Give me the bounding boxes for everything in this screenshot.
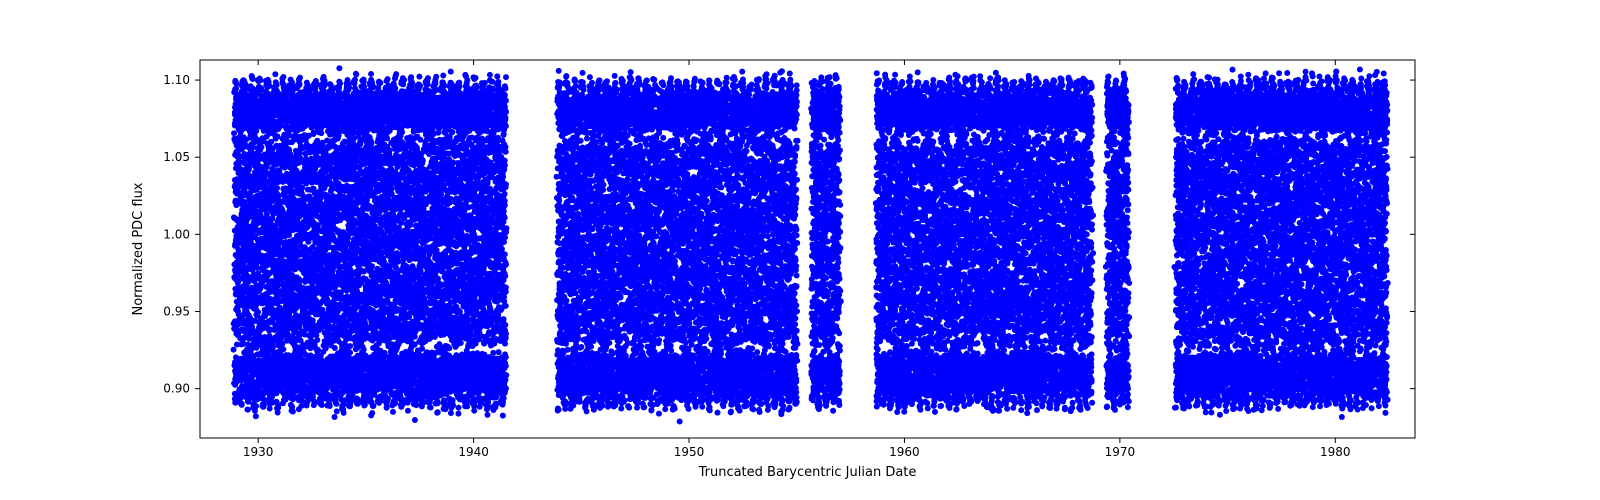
y-tick-label: 1.00 [163, 227, 190, 241]
x-tick-label: 1940 [458, 445, 489, 459]
x-tick-label: 1970 [1105, 445, 1136, 459]
x-tick-label: 1960 [889, 445, 920, 459]
y-axis-label: Normalized PDC flux [131, 182, 146, 315]
scatter-points [231, 65, 1391, 424]
x-axis-label: Truncated Barycentric Julian Date [698, 465, 917, 480]
y-tick-label: 1.10 [163, 73, 190, 87]
y-tick-label: 1.05 [163, 150, 190, 164]
x-tick-label: 1950 [674, 445, 705, 459]
lightcurve-chart: 1930 1940 1950 1960 1970 1980 0.90 0.95 1.00 1.05… [0, 0, 1600, 500]
y-tick-label: 0.95 [163, 304, 190, 318]
chart-svg: 1930 1940 1950 1960 1970 1980 0.90 0.95 1.00 1.05… [0, 0, 1600, 500]
x-tick-label: 1980 [1320, 445, 1351, 459]
x-tick-label: 1930 [243, 445, 274, 459]
y-tick-label: 0.90 [163, 382, 190, 396]
